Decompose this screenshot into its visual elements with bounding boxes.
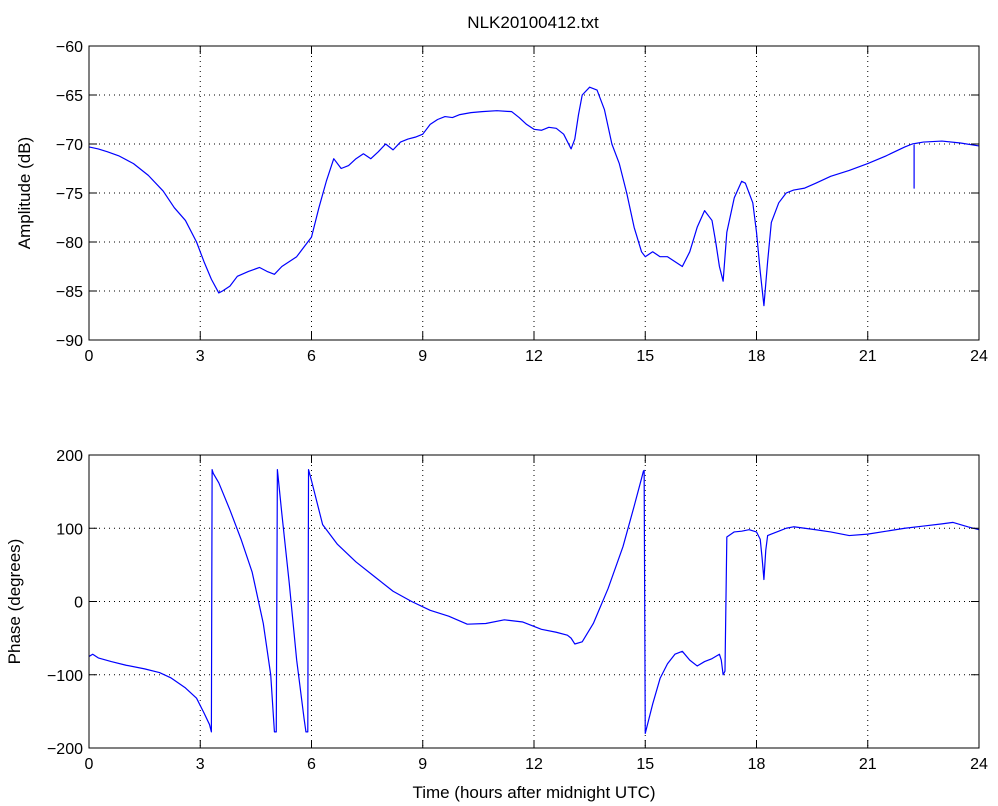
- amp-y-tick-label: −60: [56, 39, 83, 56]
- amp-y-tick-label: −65: [56, 88, 83, 105]
- amplitude-panel: 0 3 6 9 12 15 18 21 24 −90 −85 −80 −75 −70 −65 −60 Ampli…: [15, 39, 988, 365]
- phase-x-tick-label: 0: [85, 756, 94, 773]
- amp-x-tick-label: 6: [307, 348, 316, 365]
- phase-y-tick-label: 0: [74, 595, 83, 612]
- phase-x-tick-label: 21: [859, 756, 877, 773]
- phase-x-tick-label: 12: [525, 756, 543, 773]
- amp-x-tick-label: 15: [636, 348, 654, 365]
- phase-x-tick-label: 24: [970, 756, 988, 773]
- phase-x-tick-label: 15: [636, 756, 654, 773]
- amp-x-tick-label: 21: [859, 348, 877, 365]
- amp-x-tick-label: 24: [970, 348, 988, 365]
- phase-y-axis-label: Phase (degrees): [5, 539, 24, 665]
- phase-y-tick-label: −100: [47, 668, 83, 685]
- phase-x-tick-label: 3: [196, 756, 205, 773]
- phase-x-tick-label: 9: [418, 756, 427, 773]
- chart-title: NLK20100412.txt: [467, 13, 599, 32]
- amp-x-tick-label: 18: [748, 348, 766, 365]
- amp-y-tick-label: −85: [56, 284, 83, 301]
- amp-x-tick-label: 12: [525, 348, 543, 365]
- amp-series-line: [88, 86, 980, 307]
- amp-y-tick-label: −80: [56, 235, 83, 252]
- amp-y-tick-label: −90: [56, 333, 83, 350]
- phase-x-axis-label: Time (hours after midnight UTC): [412, 783, 655, 802]
- amp-x-tick-label: 3: [196, 348, 205, 365]
- phase-y-tick-label: 100: [56, 521, 83, 538]
- phase-x-tick-label: 6: [307, 756, 316, 773]
- amp-x-tick-label: 0: [85, 348, 94, 365]
- phase-panel: 0 3 6 9 12 15 18 21 24 −200 −100 0 100 200 Phase (degr…: [5, 448, 988, 802]
- phase-x-tick-label: 18: [748, 756, 766, 773]
- amp-y-tick-label: −70: [56, 137, 83, 154]
- phase-y-tick-label: 200: [56, 448, 83, 465]
- phase-y-tick-label: −200: [47, 741, 83, 758]
- amp-y-tick-label: −75: [56, 186, 83, 203]
- phase-series-line: [88, 469, 980, 734]
- amp-x-tick-label: 9: [418, 348, 427, 365]
- amp-y-axis-label: Amplitude (dB): [15, 137, 34, 249]
